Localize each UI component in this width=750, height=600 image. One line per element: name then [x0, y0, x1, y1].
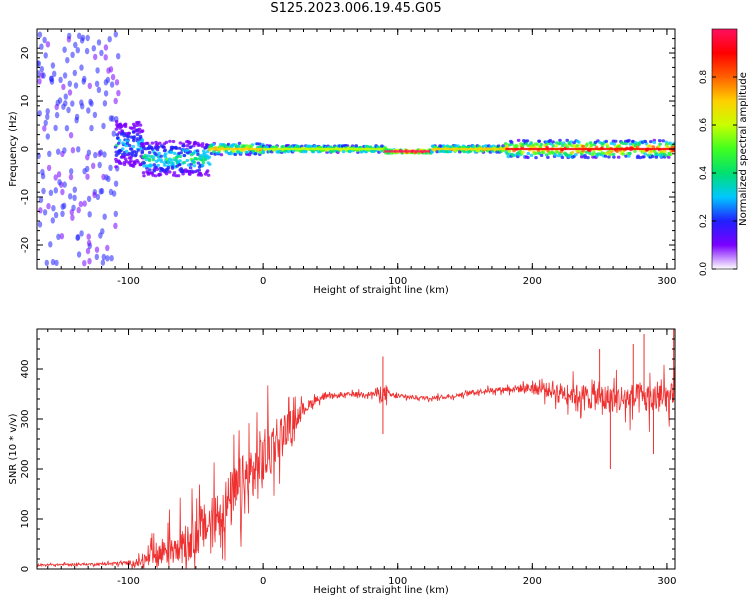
snr-xtick-label: 0: [260, 576, 266, 587]
snr-xtick-label: -100: [117, 576, 140, 587]
colorbar-tick-label: 0.0: [699, 262, 709, 277]
spec-ytick-label: 20: [20, 47, 31, 60]
spec-xtick-label: 300: [657, 276, 676, 287]
snr-xtick-label: 200: [523, 576, 542, 587]
spectrogram-segment-7: [503, 138, 675, 160]
spec-ytick-label: -10: [20, 189, 31, 205]
spec-x-axis: -100 0 100 200 300: [47, 29, 676, 287]
spectrogram-segment-6: [430, 144, 509, 154]
spectrogram-segment-4: [261, 144, 388, 154]
snr-series-line: [37, 364, 675, 569]
colorbar-gradient: [711, 28, 738, 270]
snr-x-axis: -100 0 100 200 300: [47, 329, 676, 587]
snr-ytick-label: 300: [20, 409, 31, 428]
spec-xtick-label: 100: [388, 276, 407, 287]
snr-y-label: SNR (10 * v/v): [8, 413, 19, 484]
figure-title: S125.2023.006.19.45.G05: [270, 1, 442, 16]
spec-xtick-label: 0: [260, 276, 266, 287]
snr-ytick-label: 400: [20, 359, 31, 378]
colorbar-tick-label: 0.4: [699, 166, 709, 181]
spectrogram-segment-5: [382, 148, 433, 155]
colorbar: 0.0 0.2 0.4 0.6 0.8 Normalized spectral ampli…: [699, 28, 749, 277]
snr-y-axis: 0 100 200 300 400: [20, 328, 675, 572]
snr-xtick-label: 300: [657, 576, 676, 587]
snr-plot: [37, 329, 675, 569]
spec-x-label: Height of straight line (km): [313, 285, 449, 296]
colorbar-tick-label: 0.8: [699, 70, 709, 85]
snr-ytick-label: 200: [20, 459, 31, 478]
spectrogram-segment-0: [37, 31, 121, 267]
spectrogram-segment-1: [113, 120, 145, 169]
spec-y-label: Frequency (Hz): [8, 111, 19, 187]
snr-ytick-label: 0: [20, 566, 31, 572]
snr-ytick-label: 100: [20, 509, 31, 528]
spec-ytick-label: -20: [20, 237, 31, 253]
spectrogram-plot: [37, 31, 675, 267]
snr-xtick-label: 100: [388, 576, 407, 587]
spec-xtick-label: 200: [523, 276, 542, 287]
colorbar-label: Normalized spectral amplitude: [738, 72, 749, 226]
snr-frame: [36, 328, 676, 570]
colorbar-tick-label: 0.6: [699, 118, 709, 133]
snr-x-label: Height of straight line (km): [313, 585, 449, 596]
spec-ytick-label: 0: [20, 146, 31, 152]
spec-y-axis: -20 -10 0 10 20: [20, 28, 675, 270]
spec-xtick-label: -100: [117, 276, 140, 287]
spectrogram-segment-2: [140, 139, 212, 178]
spectrogram-segment-3: [207, 141, 266, 157]
spec-ytick-label: 10: [20, 95, 31, 108]
colorbar-tick-label: 0.2: [699, 214, 709, 228]
